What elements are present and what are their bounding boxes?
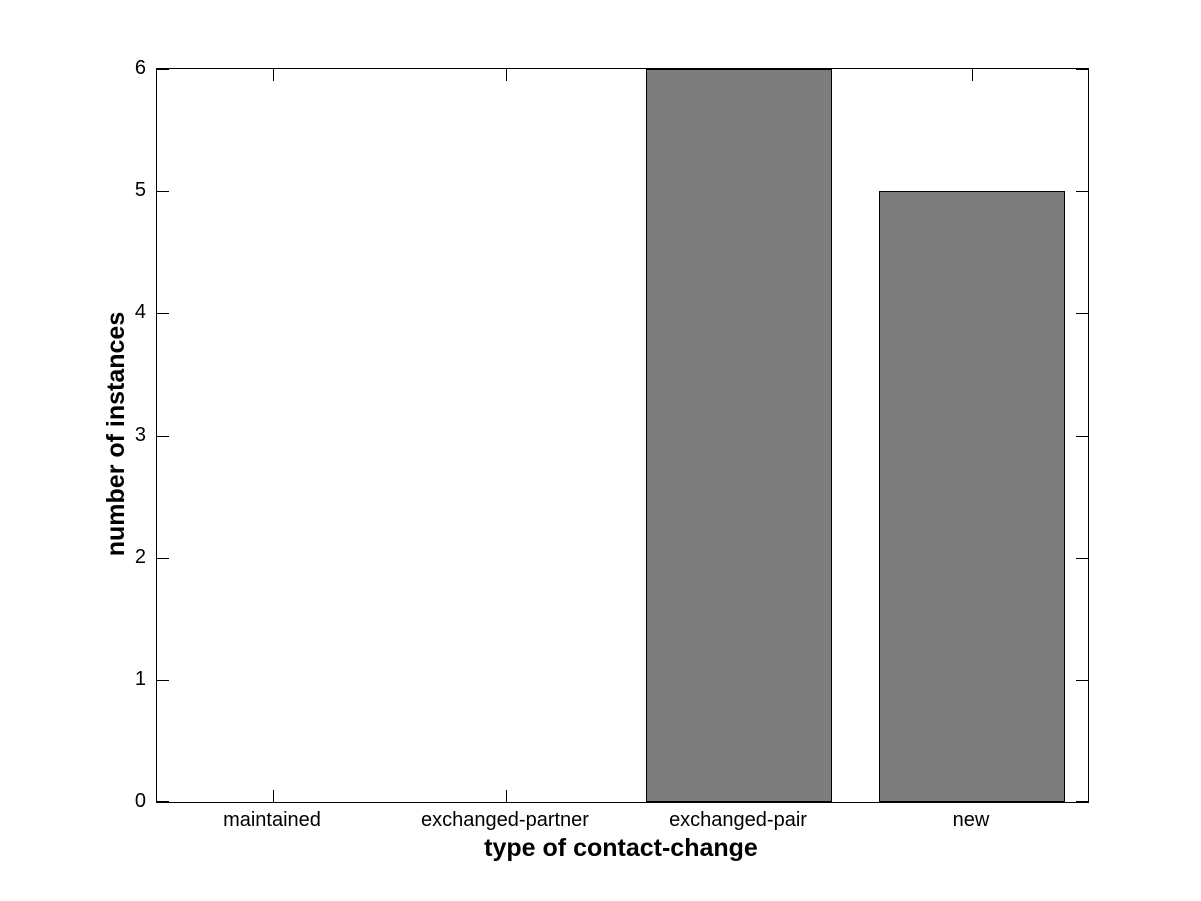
y-tick-right [1076,69,1088,70]
y-tick-left [157,558,169,559]
y-tick-right [1076,801,1088,802]
bar-new [879,191,1065,802]
x-tick-label-exchanged-pair: exchanged-pair [669,809,807,831]
y-tick-label: 2 [134,546,146,568]
y-tick-label: 0 [134,790,146,812]
y-tick-right [1076,191,1088,192]
y-tick-label: 4 [134,301,146,323]
x-axis-title: type of contact-change [484,834,758,862]
y-tick-label: 6 [134,57,146,79]
y-tick-left [157,680,169,681]
x-tick-top [972,69,973,81]
plot-area [156,68,1089,803]
y-tick-left [157,69,169,70]
y-tick-left [157,436,169,437]
y-tick-label: 1 [134,668,146,690]
y-tick-right [1076,436,1088,437]
x-tick-bottom [273,790,274,802]
y-tick-right [1076,680,1088,681]
y-tick-left [157,313,169,314]
x-tick-label-maintained: maintained [223,809,321,831]
y-tick-label: 5 [134,179,146,201]
y-tick-label: 3 [134,424,146,446]
bar-exchanged-pair [646,69,832,802]
x-tick-label-exchanged-partner: exchanged-partner [421,809,589,831]
y-tick-right [1076,558,1088,559]
y-tick-left [157,191,169,192]
x-tick-top [506,69,507,81]
y-tick-right [1076,313,1088,314]
x-tick-top [273,69,274,81]
x-tick-bottom [506,790,507,802]
y-tick-left [157,801,169,802]
x-tick-label-new: new [952,809,990,831]
